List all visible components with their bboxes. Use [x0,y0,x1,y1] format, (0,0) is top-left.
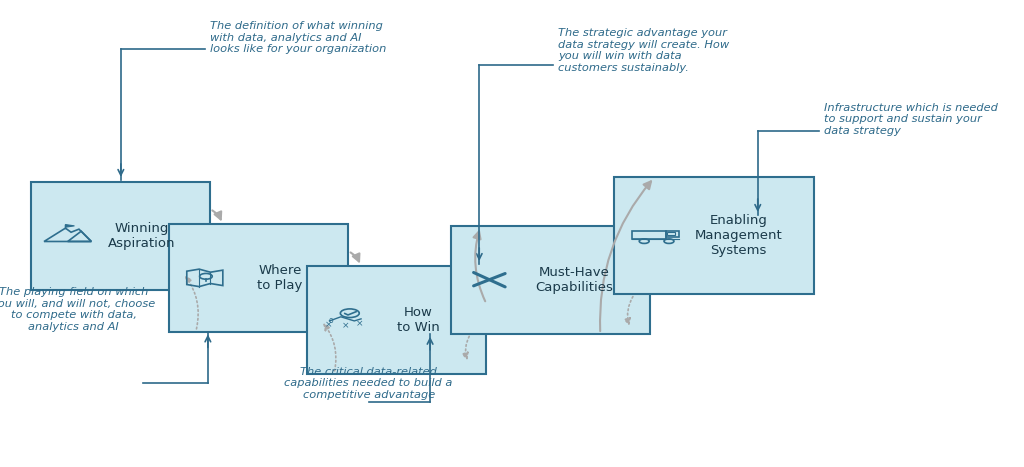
Bar [632,231,666,240]
Text: The playing field on which
you will, and will not, choose
to compete with data,
: The playing field on which you will, and… [0,287,156,332]
FancyArrowPatch shape [625,297,633,324]
Polygon shape [66,225,75,227]
FancyArrowPatch shape [186,277,199,329]
Text: ×: × [325,320,332,329]
Text: o: o [329,316,333,325]
FancyBboxPatch shape [31,182,210,290]
FancyArrowPatch shape [212,211,221,219]
Bar [666,231,679,237]
Text: The critical data-related
capabilities needed to build a
competitive advantage: The critical data-related capabilities n… [285,367,453,400]
FancyBboxPatch shape [451,226,650,334]
Text: The definition of what winning
with data, analytics and AI
looks like for your o: The definition of what winning with data… [210,21,386,54]
Text: Infrastructure which is needed
to support and sustain your
data strategy: Infrastructure which is needed to suppor… [824,103,998,136]
FancyArrowPatch shape [325,325,336,371]
Text: Where
to Play: Where to Play [257,264,303,292]
Text: Must-Have
Capabilities: Must-Have Capabilities [536,266,613,294]
Text: ×: × [342,321,349,330]
Text: How
to Win: How to Win [397,306,439,334]
FancyBboxPatch shape [307,266,486,374]
Text: ×: × [356,319,364,328]
Bar [668,232,675,235]
FancyBboxPatch shape [169,224,348,332]
Text: The strategic advantage your
data strategy will create. How
you will win with da: The strategic advantage your data strate… [558,28,729,73]
FancyArrowPatch shape [463,336,469,359]
Text: Enabling
Management
Systems: Enabling Management Systems [694,214,782,257]
FancyArrowPatch shape [350,253,359,262]
FancyBboxPatch shape [614,177,814,294]
Text: Winning
Aspiration: Winning Aspiration [109,222,175,250]
FancyArrowPatch shape [600,181,651,331]
FancyArrowPatch shape [473,231,485,301]
